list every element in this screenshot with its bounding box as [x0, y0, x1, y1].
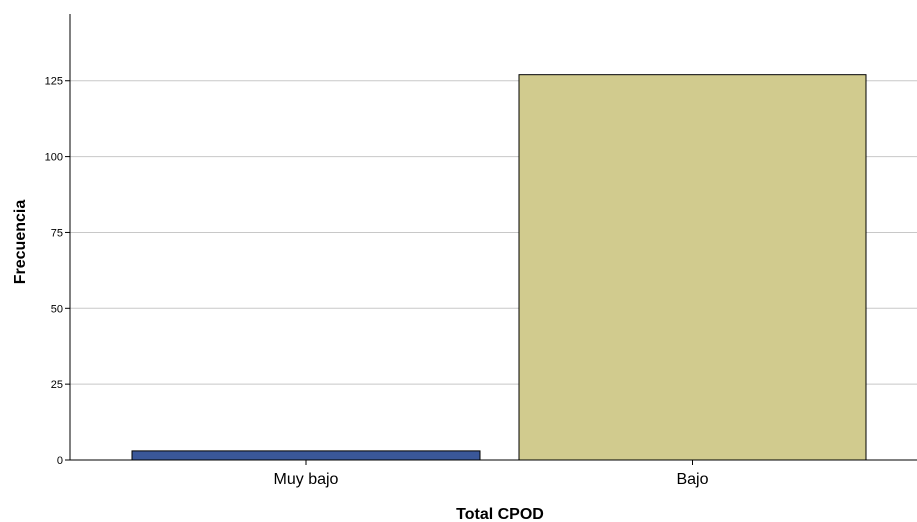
y-tick-label: 100 [45, 152, 63, 164]
x-axis-title: Total CPOD [456, 506, 544, 522]
bar-muy-bajo [131, 450, 481, 461]
y-tick-label: 25 [51, 379, 63, 391]
x-category-labels: Muy bajo Bajo [274, 460, 709, 488]
y-tick-label: 50 [51, 303, 63, 315]
bars [131, 74, 867, 461]
axes [69, 14, 917, 461]
y-tick-label: 0 [57, 455, 63, 467]
y-tick-label: 75 [51, 227, 63, 239]
y-tick-label: 125 [45, 76, 63, 88]
x-category-label: Bajo [676, 471, 708, 488]
x-category-label: Muy bajo [274, 471, 339, 488]
y-axis-title: Frecuencia [12, 200, 29, 285]
bar-bajo [518, 74, 867, 461]
y-ticks: 0 25 50 75 100 125 [45, 76, 70, 467]
